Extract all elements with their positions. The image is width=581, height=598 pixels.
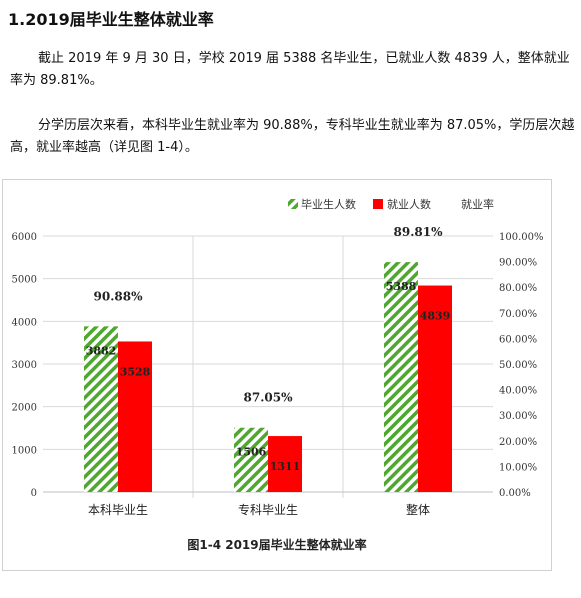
category-label: 本科毕业生 bbox=[88, 503, 148, 517]
right-axis-tick-label: 90.00% bbox=[499, 258, 537, 269]
right-axis-tick-label: 70.00% bbox=[499, 309, 537, 320]
bar-graduates bbox=[384, 262, 418, 492]
bar-employed bbox=[418, 285, 452, 492]
left-axis-tick-label: 0 bbox=[31, 488, 37, 499]
right-axis-tick-label: 0.00% bbox=[499, 488, 531, 499]
left-axis-tick-label: 1000 bbox=[12, 445, 37, 456]
legend-swatch-employed bbox=[373, 199, 383, 209]
category-label: 整体 bbox=[406, 502, 430, 517]
paragraph-by-level: 分学历层次来看，本科毕业生就业率为 90.88%，专科毕业生就业率为 87.05… bbox=[10, 118, 575, 155]
right-axis-tick-label: 80.00% bbox=[499, 283, 537, 294]
right-axis-tick-label: 40.00% bbox=[499, 386, 537, 397]
employment-chart: 毕业生人数 就业人数 就业率 0 1000 2000 3000 4000 5000 6000… bbox=[12, 197, 544, 517]
section-heading: 1.2019届毕业生整体就业率 bbox=[8, 10, 214, 29]
left-axis-tick-label: 4000 bbox=[12, 317, 37, 328]
legend-label-employed: 就业人数 bbox=[387, 197, 431, 211]
bar-employed bbox=[268, 436, 302, 492]
right-axis-tick-label: 30.00% bbox=[499, 411, 537, 422]
bar-employed bbox=[118, 341, 152, 492]
right-axis-tick-label: 50.00% bbox=[499, 360, 537, 371]
plot-area: 0 1000 2000 3000 4000 5000 6000 0.00% 10.00% 20.0… bbox=[12, 225, 544, 517]
chart-legend: 毕业生人数 就业人数 就业率 bbox=[288, 197, 494, 211]
chart-container: 毕业生人数 就业人数 就业率 0 1000 2000 3000 4000 5000 6000… bbox=[2, 179, 552, 571]
bar-graduates bbox=[84, 326, 118, 492]
right-axis-tick-label: 20.00% bbox=[499, 437, 537, 448]
bar-graduates bbox=[234, 427, 268, 492]
left-axis-tick-label: 2000 bbox=[12, 403, 37, 414]
rate-label: 90.88% bbox=[94, 289, 144, 303]
rate-label: 89.81% bbox=[394, 225, 444, 239]
right-axis-tick-label: 60.00% bbox=[499, 334, 537, 345]
paragraph-summary: 截止 2019 年 9 月 30 日，学校 2019 届 5388 名毕业生，已… bbox=[10, 51, 570, 88]
data-label-employed: 1311 bbox=[270, 460, 301, 473]
legend-label-rate: 就业率 bbox=[461, 197, 494, 211]
data-label-graduates: 5388 bbox=[386, 280, 417, 293]
left-axis-tick-label: 3000 bbox=[12, 360, 37, 371]
left-axis-tick-label: 6000 bbox=[12, 232, 37, 243]
rate-label: 87.05% bbox=[244, 391, 294, 405]
data-label-graduates: 1506 bbox=[236, 446, 267, 459]
data-label-graduates: 3882 bbox=[86, 344, 117, 357]
left-axis-tick-label: 5000 bbox=[12, 275, 37, 286]
category-label: 专科毕业生 bbox=[238, 502, 298, 517]
data-label-employed: 4839 bbox=[420, 310, 451, 323]
data-label-employed: 3528 bbox=[120, 365, 151, 378]
legend-swatch-graduates bbox=[288, 199, 298, 209]
figure-caption: 图1-4 2019届毕业生整体就业率 bbox=[187, 538, 367, 552]
right-axis-tick-label: 100.00% bbox=[499, 232, 544, 243]
legend-label-graduates: 毕业生人数 bbox=[301, 197, 356, 211]
right-axis-tick-label: 10.00% bbox=[499, 462, 537, 473]
